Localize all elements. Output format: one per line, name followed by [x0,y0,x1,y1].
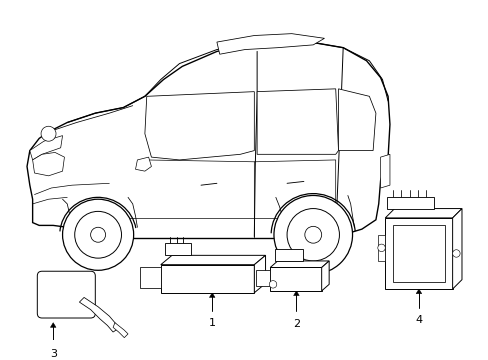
Polygon shape [257,89,338,154]
Circle shape [75,211,121,258]
Polygon shape [452,208,461,289]
Polygon shape [165,243,190,255]
Polygon shape [209,293,215,297]
Polygon shape [392,225,444,282]
Polygon shape [274,249,303,261]
Polygon shape [79,297,119,332]
Polygon shape [270,261,328,267]
Text: 4: 4 [414,315,422,325]
Polygon shape [113,323,128,338]
Text: 1: 1 [208,318,215,328]
Polygon shape [27,42,389,238]
Polygon shape [385,218,452,289]
Circle shape [304,226,321,243]
Polygon shape [270,267,321,291]
Circle shape [41,126,56,141]
Polygon shape [30,136,62,160]
Polygon shape [135,157,151,171]
Polygon shape [161,255,265,265]
Polygon shape [217,33,324,54]
Circle shape [269,280,276,288]
Polygon shape [415,289,421,294]
Polygon shape [377,235,385,261]
Polygon shape [293,291,299,296]
Circle shape [286,208,339,261]
Polygon shape [161,265,254,293]
Text: 3: 3 [50,349,57,359]
Polygon shape [386,197,433,208]
Circle shape [273,195,352,274]
Circle shape [62,199,133,270]
Polygon shape [50,323,56,327]
Polygon shape [385,208,461,218]
Polygon shape [256,270,270,286]
Polygon shape [338,89,375,150]
Polygon shape [144,92,254,160]
Text: 2: 2 [292,319,299,329]
Polygon shape [254,255,265,293]
Polygon shape [140,267,161,288]
Polygon shape [380,154,389,188]
Circle shape [90,227,105,242]
Circle shape [377,244,385,252]
FancyBboxPatch shape [37,271,95,318]
Polygon shape [33,152,64,176]
Polygon shape [321,261,328,291]
Circle shape [452,250,459,257]
